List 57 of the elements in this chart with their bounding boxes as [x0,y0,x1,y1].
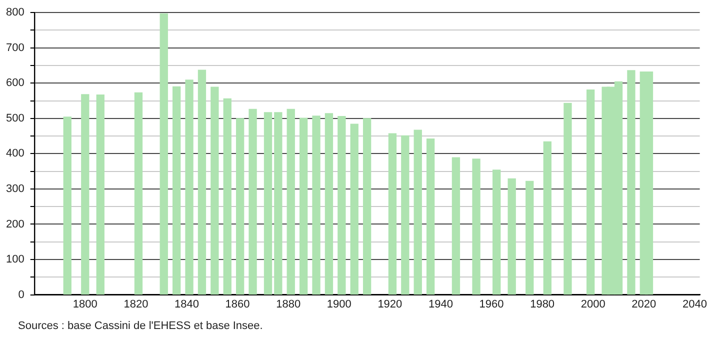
bar [160,13,168,295]
bar [185,80,194,295]
y-tick-label: 500 [6,112,24,124]
y-tick-label: 600 [6,77,24,90]
bar [236,118,244,295]
x-tick-label: 1920 [378,298,402,310]
y-tick-label: 300 [6,183,24,196]
x-tick-label: 1800 [72,298,98,310]
bar [426,138,435,295]
bar [286,108,295,295]
bar [274,112,282,295]
bar [508,178,516,295]
bar [134,92,143,295]
x-tick-label: 1820 [124,298,148,310]
bar [223,98,232,295]
bar [564,102,572,295]
source-note: Sources : base Cassini de l'EHESS et base Insee. [18,320,263,332]
bar [210,86,219,295]
bar [472,158,480,295]
bar [299,118,308,295]
bar [627,70,636,295]
bar [526,180,534,295]
bar [248,108,257,295]
x-tick-label: 1940 [428,298,453,310]
x-tick-label: 2040 [682,298,707,310]
bar [401,135,410,295]
bar [81,94,90,295]
bar [492,170,501,295]
y-tick-label: 800 [6,6,24,19]
bar [338,116,346,295]
bar [350,124,358,295]
x-tick-label: 2000 [580,298,606,310]
bar [96,94,104,295]
bar [414,130,422,295]
y-tick-label: 200 [6,218,24,230]
x-tick-label: 1960 [479,298,504,310]
y-tick-label: 100 [6,254,24,266]
y-tick-label: 0 [18,288,24,301]
x-tick-label: 1860 [225,298,250,310]
x-tick-label: 2020 [632,298,656,310]
bar [388,133,397,295]
bar [63,116,72,295]
bar [312,116,320,295]
bar [264,112,272,295]
bar [543,141,552,295]
x-tick-label: 1840 [174,298,199,310]
bar [362,118,372,295]
bar [324,113,334,295]
y-tick-label: 700 [6,42,24,54]
bar [586,90,595,295]
x-tick-label: 1900 [326,298,352,310]
x-tick-label: 1880 [276,298,301,310]
x-tick-label: 1980 [530,298,555,310]
bar [198,70,206,295]
bar [172,86,181,295]
bar [452,157,460,295]
y-tick-label: 400 [6,148,24,160]
